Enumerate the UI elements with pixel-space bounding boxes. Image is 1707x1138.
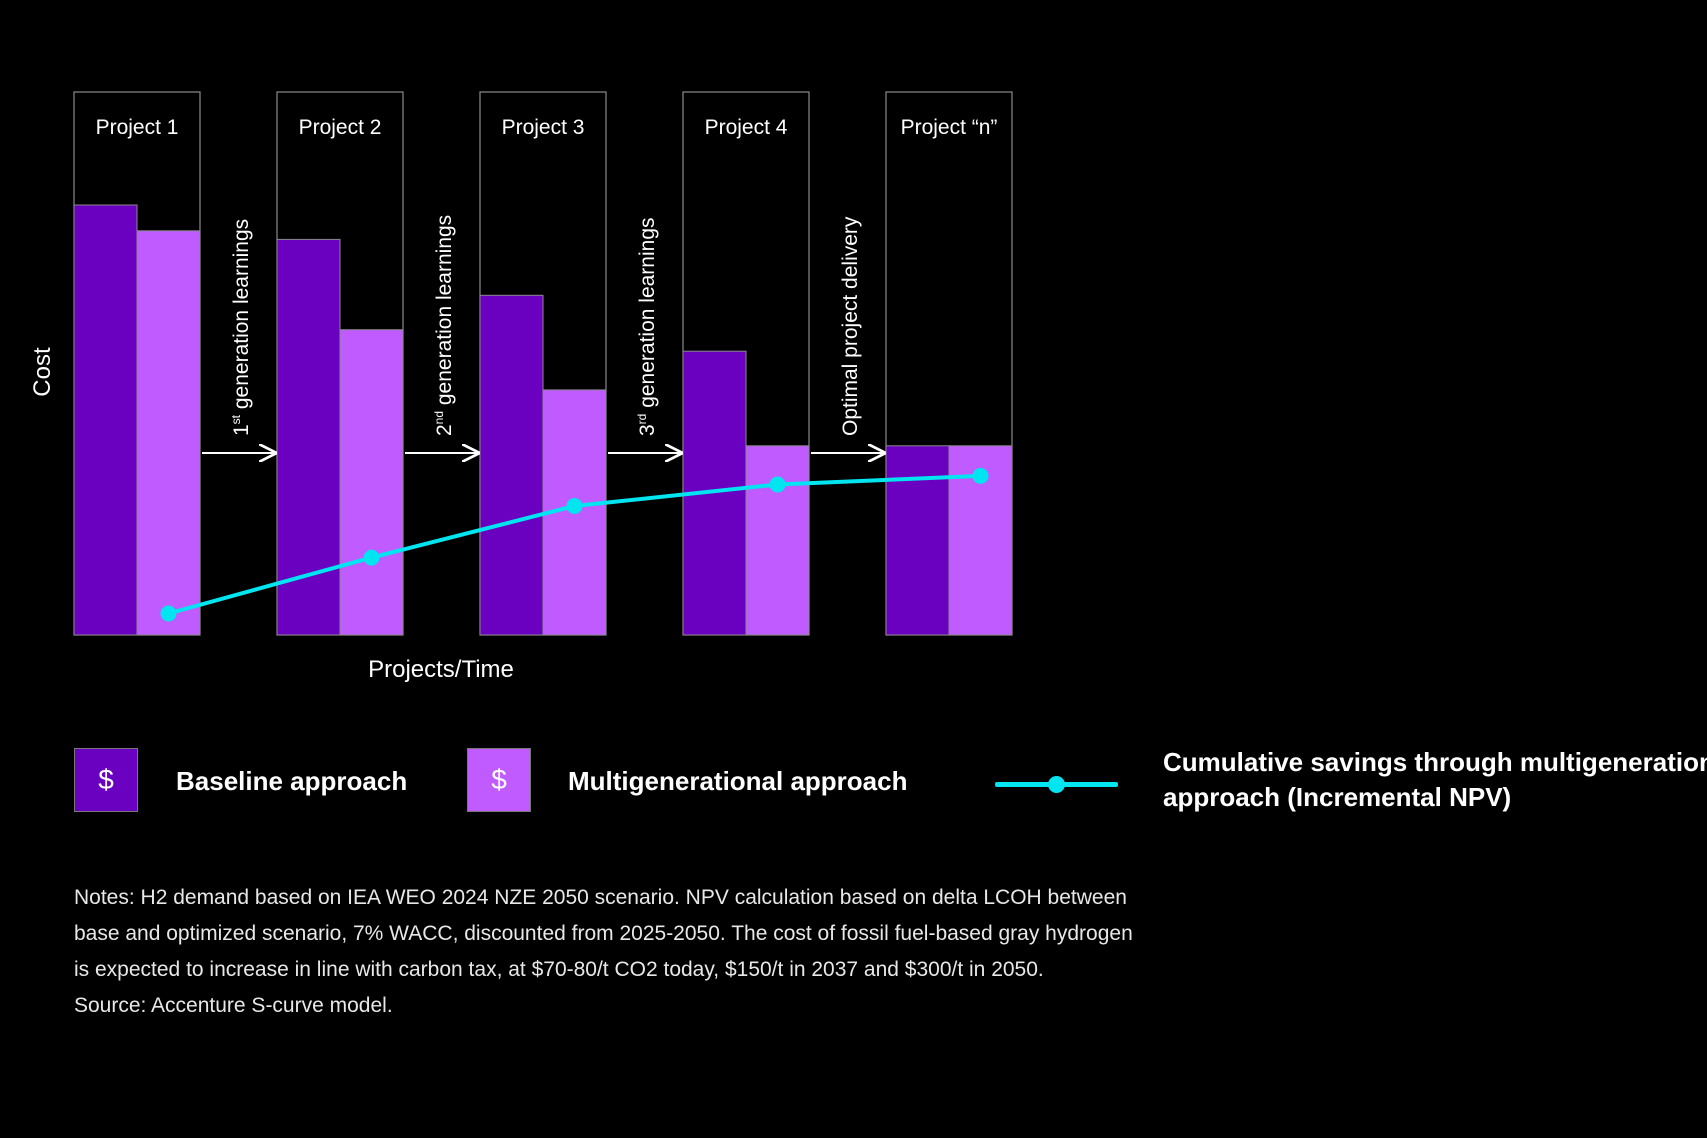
savings-point [363, 549, 380, 566]
transition-label: Optimal project delivery [839, 216, 862, 436]
project-label: Project 4 [705, 116, 788, 139]
baseline-legend-label: Baseline approach [176, 766, 408, 796]
savings-point [160, 605, 177, 622]
savings-point [769, 476, 786, 493]
x-axis-label: Projects/Time [368, 656, 514, 683]
savings-legend-marker [1048, 776, 1065, 793]
project-label: Project 2 [299, 116, 382, 139]
baseline-bar [479, 294, 544, 636]
baseline-bar [73, 204, 138, 636]
multigen-bar [136, 230, 201, 636]
multigen-bar [339, 329, 404, 636]
savings-legend-label-line2: approach (Incremental NPV) [1163, 782, 1512, 812]
baseline-bar [885, 445, 950, 636]
transition-label: 3rd generation learnings [635, 218, 659, 437]
notes-line: base and optimized scenario, 7% WACC, di… [74, 922, 1133, 945]
project-label: Project “n” [901, 116, 998, 139]
multigen-bar [745, 445, 810, 636]
notes-block: Notes: H2 demand based on IEA WEO 2024 N… [74, 880, 1374, 1024]
baseline-legend-swatch: $ [74, 748, 138, 812]
notes-line: is expected to increase in line with car… [74, 958, 1044, 981]
savings-legend-label-line1: Cumulative savings through multigenerati… [1163, 747, 1707, 777]
savings-point [566, 498, 583, 514]
multigen-legend-label: Multigenerational approach [568, 766, 908, 796]
multigen-legend-swatch: $ [467, 748, 531, 812]
project-label: Project 1 [96, 116, 179, 139]
dollar-icon: $ [98, 764, 114, 795]
transition-label: 1st generation learnings [229, 219, 253, 436]
source-line: Source: Accenture S-curve model. [74, 994, 393, 1017]
notes-line: Notes: H2 demand based on IEA WEO 2024 N… [74, 886, 1127, 909]
dollar-icon: $ [491, 764, 507, 795]
project-label: Project 3 [502, 116, 585, 139]
cost-chart: Project 1 Project 2 Project 3 Project 4 Proj… [29, 91, 1013, 683]
savings-point [972, 467, 989, 484]
transition-label: 2nd generation learnings [432, 215, 456, 436]
y-axis-label: Cost [29, 347, 56, 397]
